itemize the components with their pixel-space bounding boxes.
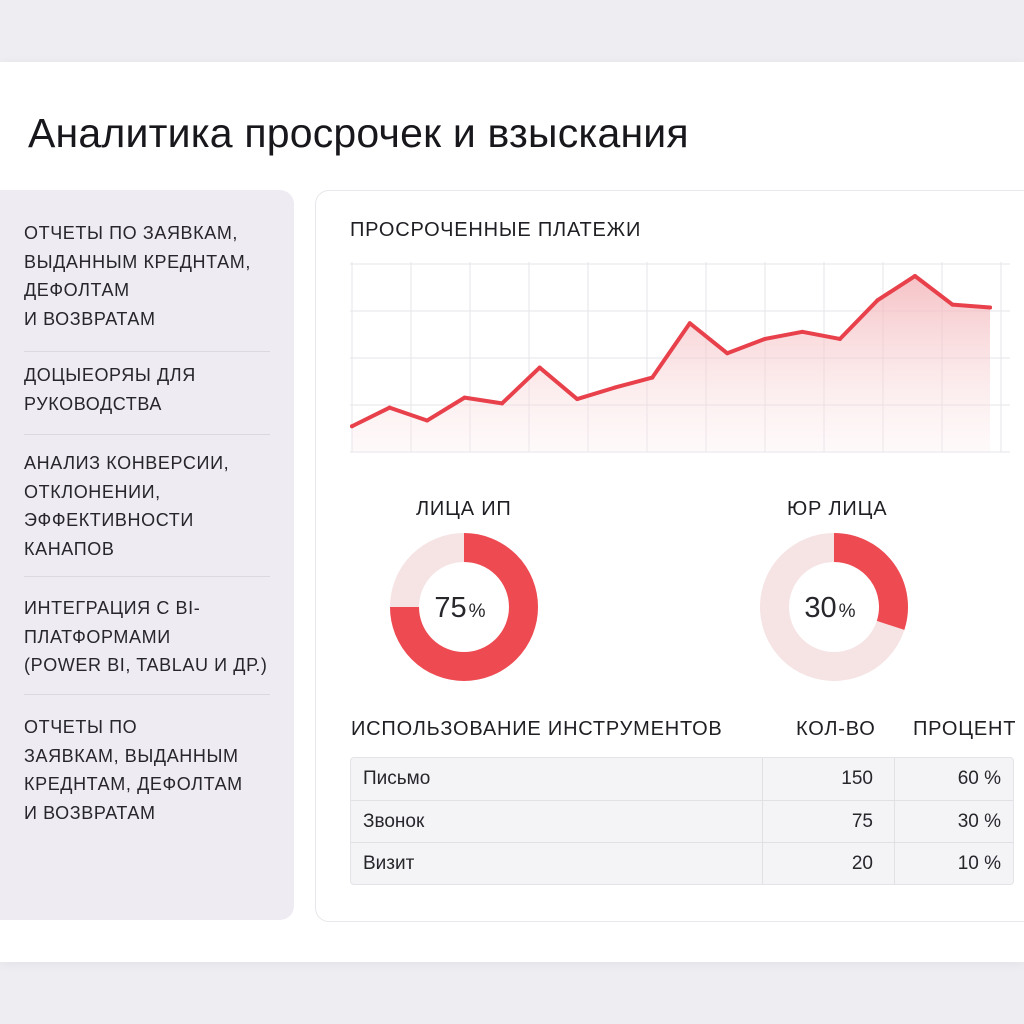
table-row: Звонок 75 30 % xyxy=(351,800,1013,843)
data-point xyxy=(725,351,730,356)
table-column-divider xyxy=(762,758,763,884)
overdue-area-fill xyxy=(352,276,990,452)
donut-chart-ip: 75% xyxy=(390,533,538,681)
data-point xyxy=(425,418,430,423)
donut-unit-legal: % xyxy=(839,601,856,622)
data-point xyxy=(537,365,542,370)
svg-text:30%: 30% xyxy=(804,592,855,624)
overdue-line-chart xyxy=(350,262,1010,453)
tool-count: 150 xyxy=(841,768,873,789)
data-point xyxy=(912,274,917,279)
sidebar-divider xyxy=(24,434,270,435)
data-point xyxy=(762,336,767,341)
sidebar-divider xyxy=(24,576,270,577)
sidebar-divider xyxy=(24,694,270,695)
donut-title-legal: ЮР ЛИЦА xyxy=(787,498,888,520)
data-point xyxy=(650,375,655,380)
table-column-divider xyxy=(894,758,895,884)
tools-percent-header: ПРОЦЕНТ xyxy=(913,718,1017,740)
sidebar-item-reports-applications[interactable]: ОТЧЕТЫ ПО ЗАЯВКАМ, ВЫДАННЫМ КРЕДНТАМ, ДЕ… xyxy=(24,223,251,329)
sidebar-divider xyxy=(24,351,270,352)
tool-name: Визит xyxy=(363,853,415,874)
data-point xyxy=(575,397,580,402)
overdue-series-line xyxy=(350,274,992,429)
sidebar-item-conversion-analysis[interactable]: АНАЛИЗ КОНВЕРСИИ, ОТКЛОНЕНИИ, ЭФФЕКТИВНО… xyxy=(24,453,230,559)
donut-value-legal: 30 xyxy=(804,592,836,624)
svg-text:75%: 75% xyxy=(434,592,485,624)
table-row: Письмо 150 60 % xyxy=(351,758,1013,800)
tool-name: Письмо xyxy=(363,768,431,789)
tools-table: Письмо 150 60 % Звонок 75 30 % Визит 20 … xyxy=(350,757,1014,885)
data-point xyxy=(350,424,354,429)
sidebar-item-dashboards-management[interactable]: ДОЦЫЕОРЯЫ ДЛЯ РУКОВОДСТВА xyxy=(24,365,196,414)
tool-percent: 30 % xyxy=(957,811,1001,832)
sidebar xyxy=(0,190,294,920)
tool-percent: 10 % xyxy=(957,853,1001,874)
tool-count: 20 xyxy=(851,853,873,874)
tool-count: 75 xyxy=(851,811,873,832)
donut-title-ip: ЛИЦА ИП xyxy=(416,498,512,520)
donut-arc-legal xyxy=(833,533,908,630)
data-point xyxy=(837,336,842,341)
overdue-chart-title: ПРОСРОЧЕННЫЕ ПЛАТЕЖИ xyxy=(350,219,642,241)
sidebar-item-reports-defaults[interactable]: ОТЧЕТЫ ПО ЗАЯВКАМ, ВЫДАННЫМ КРЕДНТАМ, ДЕ… xyxy=(24,717,243,823)
donut-unit-ip: % xyxy=(469,601,486,622)
tools-table-title: ИСПОЛЬЗОВАНИЕ ИНСТРУМЕНТОВ xyxy=(351,718,723,740)
sidebar-item-bi-integration[interactable]: ИНТЕГРАЦИЯ С BI- ПЛАТФОРМАМИ (POWER BI, … xyxy=(24,598,268,675)
data-point xyxy=(462,395,467,400)
donut-value-ip: 75 xyxy=(434,592,466,624)
data-point xyxy=(387,405,392,410)
table-row: Визит 20 10 % xyxy=(351,842,1013,885)
data-point xyxy=(800,329,805,334)
data-point xyxy=(687,321,692,326)
tool-name: Звонок xyxy=(363,811,425,832)
tool-percent: 60 % xyxy=(957,768,1001,789)
data-point xyxy=(950,302,955,307)
tools-count-header: КОЛ-ВО xyxy=(796,718,876,740)
donut-arc-ip xyxy=(390,533,538,681)
donut-chart-legal: 30% xyxy=(760,533,908,681)
data-point xyxy=(988,305,992,310)
data-point xyxy=(875,298,880,303)
page-title: Аналитика просрочек и взыскания xyxy=(28,110,689,156)
data-point xyxy=(612,385,617,390)
data-point xyxy=(500,401,505,406)
